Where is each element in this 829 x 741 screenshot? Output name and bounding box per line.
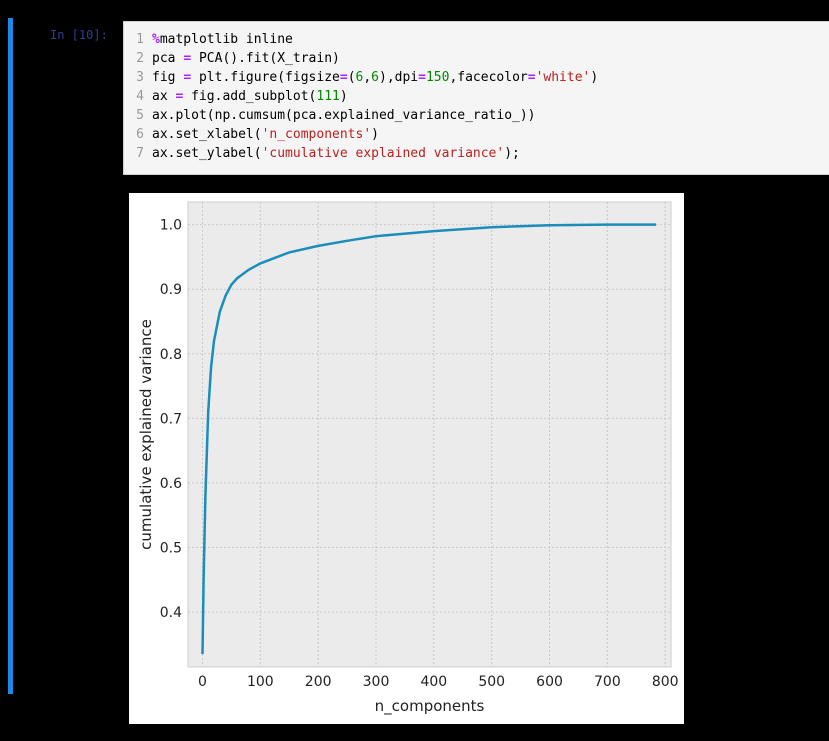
code-line[interactable]: 6 ax.set_xlabel('n_components') [124,125,379,144]
code-token: % [152,32,160,47]
code-token: fig [152,70,184,85]
code-token: ,facecolor [449,70,528,85]
code-line[interactable]: 5 ax.plot(np.cumsum(pca.explained_varianc… [124,106,536,125]
code-token: PCA().fit(X_train) [191,51,340,66]
x-tick-label: 600 [536,674,563,690]
line-number: 7 [136,146,144,161]
code-token: 'cumulative explained variance' [261,146,505,161]
code-token: pca [152,51,184,66]
line-number: 6 [136,127,144,142]
code-token: , [363,70,372,85]
code-token: ( [347,70,356,85]
code-line[interactable]: 2 pca = PCA().fit(X_train) [124,49,340,68]
cell-output: 0 100 200 300 400 500 600 700 800 0.4 0.5 0.6 0.7 0.… [129,193,684,724]
y-tick-label: 1.0 [160,218,182,234]
y-tick-label: 0.7 [160,411,182,427]
code-token: = [183,51,192,66]
line-number: 5 [136,108,144,123]
code-token: fig.add_subplot( [183,89,317,104]
y-tick-label: 0.5 [160,541,182,557]
code-token: = [339,70,348,85]
code-token: = [175,89,184,104]
line-number: 3 [136,70,144,85]
x-tick-label: 200 [305,674,332,690]
x-tick-label: 0 [198,674,207,690]
code-token: = [418,70,426,85]
cell-selection-bar [8,18,13,694]
code-token: ax.set_xlabel( [152,127,262,142]
x-tick-label: 800 [652,674,679,690]
line-number: 1 [136,32,144,47]
code-token: ) [371,127,379,142]
code-token: ax.set_ylabel( [152,146,262,161]
plot-area [187,201,672,668]
x-tick-label: 400 [420,674,447,690]
series-line [201,223,656,655]
code-token: matplotlib inline [159,32,293,47]
y-tick-label: 0.4 [160,605,182,621]
code-token: 6 [371,70,379,85]
code-line[interactable]: 3 fig = plt.figure(figsize=(6,6),dpi=150,… [124,68,598,87]
code-token: = [183,70,192,85]
code-token: = [527,70,536,85]
code-token: 150 [425,70,450,85]
y-tick-label: 0.8 [160,347,182,363]
code-line[interactable]: 1 %matplotlib inline [124,30,293,49]
code-token: ); [504,146,520,161]
y-axis-label: cumulative explained variance [137,319,155,550]
code-line[interactable]: 4 ax = fig.add_subplot(111) [124,87,348,106]
code-token: ),dpi [379,70,419,85]
code-token: ax.plot(np.cumsum(pca.explained_variance… [152,108,536,123]
code-token: 6 [355,70,364,85]
x-tick-label: 300 [363,674,390,690]
code-line[interactable]: 7 ax.set_ylabel('cumulative explained var… [124,144,520,163]
line-number: 2 [136,51,144,66]
code-token: plt.figure(figsize [191,70,340,85]
y-tick-label: 0.9 [160,282,182,298]
cumulative-variance-chart: 0 100 200 300 400 500 600 700 800 0.4 0.5 0.6 0.7 0.… [137,201,679,716]
code-cell-input[interactable]: 1 %matplotlib inline 2 pca = PCA().fit(X_tr… [123,21,829,175]
code-token: 111 [316,89,340,104]
code-token: ax [152,89,176,104]
y-tick-label: 0.6 [160,476,182,492]
x-tick-label: 100 [247,674,274,690]
code-token: 'white' [535,70,591,85]
x-axis-label: n_components [375,697,485,716]
x-tick-label: 500 [478,674,505,690]
code-token: ) [590,70,599,85]
code-token: ) [339,89,348,104]
code-token: 'n_components' [261,127,372,142]
cell-prompt: In [10]: [50,28,108,42]
line-number: 4 [136,89,144,104]
x-tick-label: 700 [594,674,621,690]
